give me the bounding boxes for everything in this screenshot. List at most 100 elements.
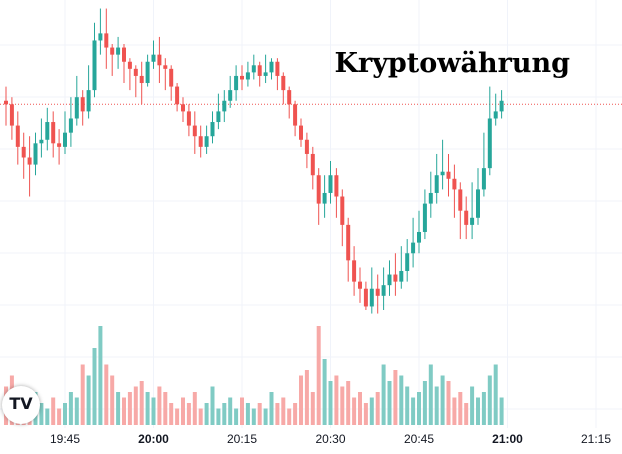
candle-body: [310, 153, 315, 176]
volume-bar: [204, 403, 209, 425]
candle-body: [133, 68, 138, 76]
volume-bars: [4, 326, 504, 425]
volume-bar: [139, 381, 144, 425]
volume-bar: [434, 386, 439, 425]
volume-bar: [45, 408, 50, 425]
candle-body: [470, 217, 475, 225]
candle-body: [15, 125, 20, 147]
volume-bar: [86, 375, 91, 425]
volume-bar: [192, 392, 197, 425]
chart-title: Kryptowährung: [334, 48, 570, 79]
volume-bar: [381, 364, 386, 425]
candle-body: [328, 175, 333, 193]
x-tick-label: 21:00: [492, 432, 523, 446]
volume-bar: [228, 397, 233, 425]
volume-bar: [251, 408, 256, 425]
candle-body: [293, 104, 298, 126]
time-axis: 19:45 20:00 20:15 20:30 20:45 21:00 21:15: [50, 432, 611, 446]
candle-body: [74, 97, 79, 119]
volume-bar: [133, 386, 138, 425]
candle-body: [86, 90, 91, 112]
volume-bar: [57, 408, 62, 425]
volume-bar: [422, 381, 427, 425]
candle-body: [245, 72, 250, 80]
candle-body: [9, 104, 14, 126]
tradingview-logo-icon[interactable]: TV: [2, 386, 40, 424]
volume-bar: [157, 386, 162, 425]
x-tick-label: 20:45: [404, 432, 434, 446]
volume-bar: [151, 397, 156, 425]
volume-bar: [175, 408, 180, 425]
candle-body: [358, 281, 362, 289]
candle-body: [157, 54, 162, 66]
candle-body: [116, 47, 121, 55]
candle-body: [487, 118, 492, 169]
volume-bar: [363, 403, 368, 425]
volume-bar: [446, 381, 451, 425]
candle-body: [198, 136, 203, 147]
candle-body: [263, 72, 268, 76]
volume-bar: [499, 397, 504, 425]
volume-bar: [234, 408, 239, 425]
volume-bar: [411, 397, 416, 425]
candle-body: [352, 260, 357, 282]
volume-bar: [387, 381, 392, 425]
volume-bar: [92, 348, 97, 425]
x-tick-label: 21:15: [581, 432, 611, 446]
candle-body: [499, 100, 504, 112]
candle-body: [4, 100, 8, 105]
candle-body: [39, 139, 44, 144]
volume-bar: [358, 392, 362, 425]
volume-bar: [68, 392, 73, 425]
volume-bar: [74, 397, 79, 425]
volume-bar: [51, 397, 56, 425]
volume-bar: [80, 364, 85, 425]
candle-body: [151, 54, 156, 62]
volume-bar: [263, 408, 268, 425]
volume-bar: [186, 403, 191, 425]
volume-bar: [222, 403, 227, 425]
candle-body: [399, 270, 404, 282]
volume-bar: [481, 392, 486, 425]
volume-bar: [269, 392, 274, 425]
candle-body: [92, 40, 97, 91]
candle-body: [458, 189, 463, 211]
candle-body: [369, 288, 374, 307]
candle-body: [340, 196, 345, 225]
volume-bar: [470, 386, 475, 425]
candle-body: [434, 175, 439, 193]
candle-body: [428, 192, 433, 204]
volume-bar: [487, 375, 492, 425]
candle-body: [464, 210, 469, 225]
candle-body: [51, 122, 56, 144]
candle-body: [222, 100, 227, 112]
volume-bar: [310, 392, 315, 425]
volume-bar: [440, 375, 445, 425]
candle-body: [363, 288, 368, 307]
volume-bar: [63, 403, 67, 425]
candle-body: [446, 171, 451, 179]
x-tick-label: 20:30: [315, 432, 345, 446]
candle-body: [452, 178, 457, 190]
volume-bar: [417, 392, 421, 425]
candle-body: [476, 189, 480, 218]
candle-body: [493, 111, 498, 119]
candle-body: [98, 33, 103, 41]
candle-body: [33, 143, 38, 165]
candle-body: [387, 274, 392, 286]
volume-bar: [464, 403, 469, 425]
volume-bar: [334, 375, 339, 425]
volume-bar: [452, 397, 457, 425]
volume-bar: [352, 397, 357, 425]
candle-body: [169, 68, 174, 87]
candle-body: [287, 90, 292, 105]
volume-bar: [458, 392, 463, 425]
volume-bar: [405, 386, 410, 425]
candle-body: [481, 168, 486, 190]
volume-bar: [369, 397, 374, 425]
candle-body: [21, 146, 26, 158]
volume-bar: [110, 375, 115, 425]
candle-body: [422, 203, 427, 232]
price-candles: [4, 8, 504, 314]
